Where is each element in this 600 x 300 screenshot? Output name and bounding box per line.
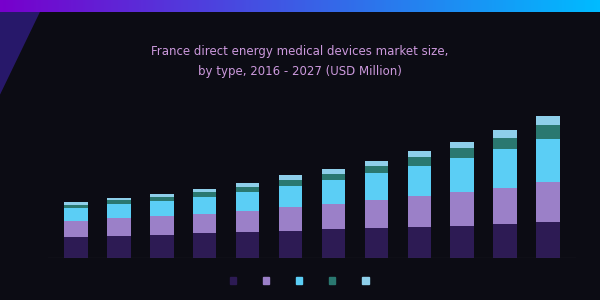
Bar	[407, 157, 431, 166]
Bar	[365, 228, 388, 258]
Bar	[407, 227, 431, 258]
Bar	[536, 182, 560, 222]
Bar	[322, 230, 345, 258]
Bar	[150, 194, 173, 197]
Bar	[536, 139, 560, 182]
Bar	[193, 233, 217, 258]
Bar	[64, 221, 88, 237]
Bar	[451, 226, 474, 258]
Bar	[193, 192, 217, 197]
Bar	[107, 197, 131, 200]
Bar	[64, 205, 88, 208]
Bar	[150, 235, 173, 258]
Bar	[279, 207, 302, 231]
Bar	[493, 138, 517, 149]
Bar	[322, 173, 345, 180]
Bar	[407, 166, 431, 196]
Bar	[150, 197, 173, 201]
Bar	[236, 192, 259, 211]
Bar	[322, 180, 345, 204]
Bar	[493, 224, 517, 258]
Bar	[322, 169, 345, 173]
Bar	[236, 211, 259, 232]
Bar	[407, 196, 431, 227]
Bar	[451, 142, 474, 148]
Bar	[64, 202, 88, 205]
Bar	[236, 232, 259, 258]
Bar	[279, 180, 302, 186]
Bar	[236, 187, 259, 192]
Bar	[322, 204, 345, 230]
Bar	[365, 200, 388, 228]
Bar	[365, 166, 388, 173]
Bar	[193, 189, 217, 192]
Legend: , , , , : , , , ,	[226, 272, 374, 290]
Bar	[365, 173, 388, 200]
Bar	[236, 183, 259, 187]
Bar	[107, 218, 131, 236]
Bar	[365, 160, 388, 166]
Bar	[536, 222, 560, 258]
Bar	[536, 125, 560, 139]
Bar	[107, 200, 131, 204]
Bar	[64, 237, 88, 258]
Bar	[107, 236, 131, 258]
Bar	[451, 158, 474, 192]
Bar	[279, 176, 302, 180]
Bar	[279, 186, 302, 207]
Polygon shape	[0, 12, 40, 95]
Bar	[64, 208, 88, 221]
Bar	[193, 214, 217, 233]
Bar	[451, 148, 474, 158]
Bar	[451, 192, 474, 226]
Bar	[407, 152, 431, 157]
Bar	[150, 216, 173, 235]
Bar	[493, 130, 517, 138]
Text: France direct energy medical devices market size,
by type, 2016 - 2027 (USD Mill: France direct energy medical devices mar…	[151, 46, 449, 77]
Bar	[536, 116, 560, 125]
Bar	[493, 149, 517, 188]
Bar	[107, 204, 131, 218]
Bar	[193, 197, 217, 214]
Bar	[150, 201, 173, 216]
Bar	[493, 188, 517, 224]
Bar	[279, 231, 302, 258]
